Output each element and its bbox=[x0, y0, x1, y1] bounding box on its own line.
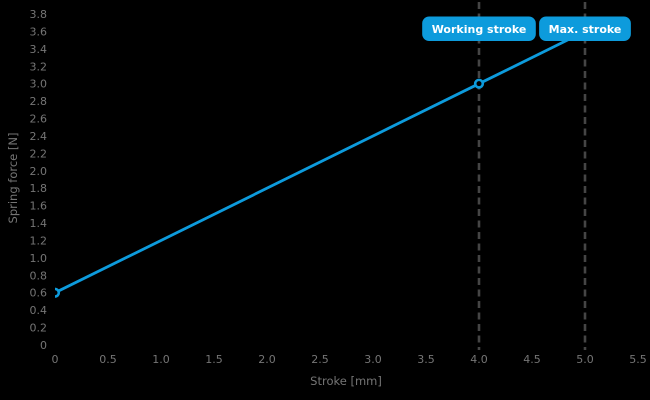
y-tick-label: 3.2 bbox=[30, 60, 48, 73]
data-point-marker bbox=[55, 287, 61, 298]
y-axis-title: Spring force [N] bbox=[6, 132, 20, 224]
x-tick-label: 2.0 bbox=[258, 353, 276, 366]
x-tick-label: 1.0 bbox=[152, 353, 170, 366]
x-tick-label: 2.5 bbox=[311, 353, 329, 366]
y-tick-label: 3.4 bbox=[30, 43, 48, 56]
annotation-label-text: Working stroke bbox=[432, 23, 527, 36]
y-tick-label: 2.2 bbox=[30, 147, 48, 160]
x-tick-label: 3.0 bbox=[364, 353, 382, 366]
series-line-spring-force bbox=[55, 30, 586, 294]
y-tick-label: 3.8 bbox=[30, 8, 48, 21]
x-tick-label: 5.5 bbox=[629, 353, 647, 366]
data-point-marker bbox=[473, 78, 485, 89]
y-tick-label: 0.2 bbox=[30, 322, 48, 335]
y-tick-label: 3.0 bbox=[30, 78, 48, 91]
y-tick-label: 1.4 bbox=[30, 217, 48, 230]
y-tick-label: 1.6 bbox=[30, 200, 48, 213]
y-tick-label: 0 bbox=[40, 339, 47, 352]
x-tick-label: 3.5 bbox=[417, 353, 435, 366]
annotation-label-text: Max. stroke bbox=[549, 23, 622, 36]
y-tick-label: 0.8 bbox=[30, 269, 48, 282]
y-tick-label: 1.0 bbox=[30, 252, 48, 265]
x-tick-label: 1.5 bbox=[205, 353, 223, 366]
x-tick-label: 0 bbox=[52, 353, 59, 366]
y-tick-label: 2.8 bbox=[30, 95, 48, 108]
y-tick-label: 2.0 bbox=[30, 165, 48, 178]
x-tick-label: 5.0 bbox=[576, 353, 594, 366]
y-tick-label: 0.6 bbox=[30, 287, 48, 300]
y-tick-label: 1.8 bbox=[30, 182, 48, 195]
annotation-label-box bbox=[539, 16, 631, 41]
x-tick-label: 4.5 bbox=[523, 353, 541, 366]
y-tick-label: 1.2 bbox=[30, 234, 48, 247]
x-tick-label: 0.5 bbox=[99, 353, 117, 366]
x-tick-label: 4.0 bbox=[470, 353, 488, 366]
x-axis-title: Stroke [mm] bbox=[310, 374, 382, 388]
annotation-label-box bbox=[422, 16, 536, 41]
y-tick-label: 0.4 bbox=[30, 304, 48, 317]
y-tick-label: 3.6 bbox=[30, 25, 48, 38]
y-tick-label: 2.4 bbox=[30, 130, 48, 143]
y-tick-label: 2.6 bbox=[30, 113, 48, 126]
